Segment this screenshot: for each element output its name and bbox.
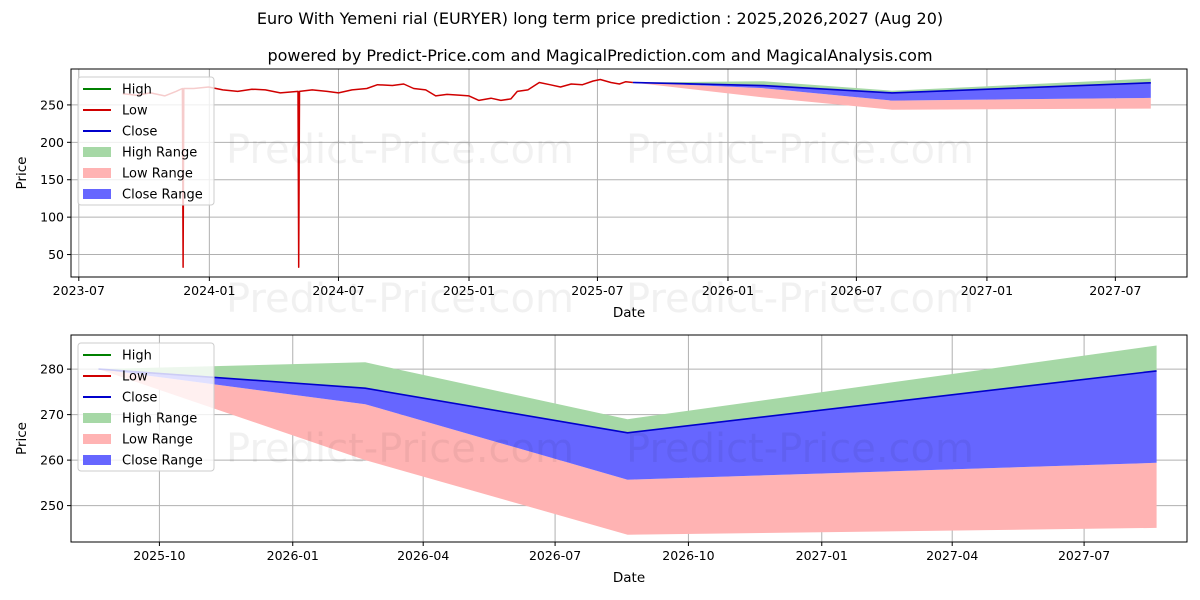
legend-box bbox=[77, 342, 215, 472]
x-tick-label: 2026-01 bbox=[267, 548, 319, 563]
x-tick-label: 2026-07 bbox=[830, 283, 882, 298]
x-tick-label: 2024-07 bbox=[312, 283, 364, 298]
x-tick-label: 2026-07 bbox=[529, 548, 581, 563]
x-tick-label: 2025-07 bbox=[571, 283, 623, 298]
legend-label-low-range: Low Range bbox=[122, 167, 193, 182]
low-range-band bbox=[632, 82, 1151, 110]
y-tick-label: 100 bbox=[40, 210, 64, 225]
x-tick-label: 2027-04 bbox=[926, 548, 978, 563]
x-axis-label: Date bbox=[613, 570, 645, 586]
high-range-band bbox=[632, 78, 1151, 93]
legend-label-high: High bbox=[122, 83, 152, 98]
low-range-band bbox=[98, 369, 1157, 535]
legend-label-low: Low bbox=[122, 370, 148, 385]
panel-bottom: 2025-10 2026-01 2026-04 2026-07 2026-10 2027-… bbox=[14, 334, 1188, 586]
close-range-band bbox=[98, 369, 1157, 480]
x-tick-label: 2024-01 bbox=[183, 283, 235, 298]
legend: High Low Close High Range Low Range Close Ran… bbox=[77, 76, 215, 206]
plot-area bbox=[98, 345, 1157, 535]
legend-label-close: Close bbox=[122, 125, 157, 140]
watermark-text: Predict-Price.com bbox=[626, 276, 974, 322]
y-axis-label: Price bbox=[14, 157, 30, 190]
plot-area bbox=[122, 78, 1151, 269]
panel-top: 2023-07 2024-01 2024-07 2025-01 2025-07 2026-… bbox=[14, 68, 1188, 321]
y-axis-label: Price bbox=[14, 422, 30, 455]
axes-frame bbox=[70, 68, 1188, 278]
x-tick-label: 2026-01 bbox=[702, 283, 754, 298]
legend-label-close-range: Close Range bbox=[122, 454, 203, 469]
legend-label-high-range: High Range bbox=[122, 146, 197, 161]
watermark-text: Predict-Price.com bbox=[226, 127, 574, 173]
legend-swatch-low-range bbox=[83, 434, 111, 444]
legend-box bbox=[77, 76, 215, 206]
legend-swatch-high-range bbox=[83, 147, 111, 157]
watermark-text: Predict-Price.com bbox=[226, 276, 574, 322]
legend-label-close-range: Close Range bbox=[122, 188, 203, 203]
legend-swatch-high-range bbox=[83, 413, 111, 423]
y-tick-label: 260 bbox=[40, 453, 64, 468]
x-tick-label: 2026-04 bbox=[397, 548, 449, 563]
y-tick-label: 200 bbox=[40, 135, 64, 150]
legend: High Low Close High Range Low Range Close Ran… bbox=[77, 342, 215, 472]
watermark-text: Predict-Price.com bbox=[626, 127, 974, 173]
x-tick-label: 2025-10 bbox=[133, 548, 185, 563]
y-tick-label: 250 bbox=[40, 97, 64, 112]
watermark-text: Predict-Price.com bbox=[626, 426, 974, 472]
x-tick-label: 2027-07 bbox=[1058, 548, 1110, 563]
x-tick-label: 2027-01 bbox=[796, 548, 848, 563]
high-range-band bbox=[98, 345, 1157, 433]
chart-subtitle: powered by Predict-Price.com and Magical… bbox=[267, 46, 933, 65]
legend-label-high-range: High Range bbox=[122, 412, 197, 427]
x-tick-label: 2025-01 bbox=[443, 283, 495, 298]
y-tick-label: 280 bbox=[40, 362, 64, 377]
y-tick-label: 270 bbox=[40, 407, 64, 422]
legend-label-high: High bbox=[122, 349, 152, 364]
legend-swatch-low-range bbox=[83, 168, 111, 178]
close-range-band bbox=[632, 82, 1151, 101]
close-forecast-line bbox=[98, 368, 1157, 434]
legend-swatch-close-range bbox=[83, 455, 111, 465]
x-tick-label: 2027-07 bbox=[1089, 283, 1141, 298]
legend-label-low: Low bbox=[122, 104, 148, 119]
watermark-text: Predict-Price.com bbox=[226, 426, 574, 472]
y-tick-label: 150 bbox=[40, 172, 64, 187]
chart-title: Euro With Yemeni rial (EURYER) long term… bbox=[256, 9, 944, 28]
y-tick-label: 250 bbox=[40, 498, 64, 513]
x-tick-label: 2026-10 bbox=[662, 548, 714, 563]
legend-label-low-range: Low Range bbox=[122, 433, 193, 448]
legend-swatch-close-range bbox=[83, 189, 111, 199]
x-axis-label: Date bbox=[613, 305, 645, 321]
x-tick-label: 2023-07 bbox=[53, 283, 105, 298]
axes-frame bbox=[70, 334, 1188, 543]
x-tick-label: 2027-01 bbox=[961, 283, 1013, 298]
y-tick-label: 50 bbox=[48, 247, 64, 262]
close-forecast-line bbox=[632, 81, 1151, 94]
legend-label-close: Close bbox=[122, 391, 157, 406]
